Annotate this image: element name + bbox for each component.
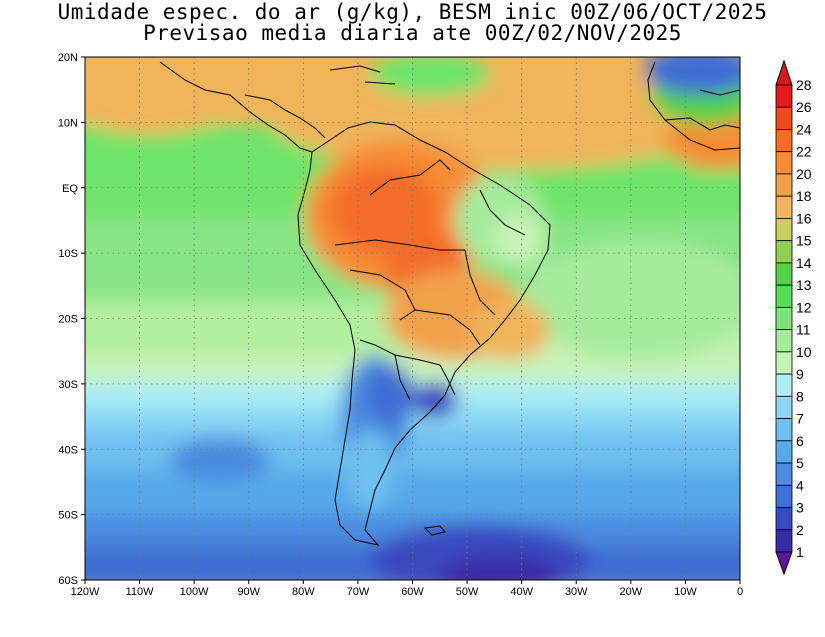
colorbar-label: 4 [796,477,804,493]
colorbar-swatch [775,529,793,553]
colorbar-label: 24 [796,121,812,137]
colorbar-swatch [775,507,793,531]
lon-tick-label: 70W [347,586,370,598]
colorbar-label: 1 [796,544,804,560]
colorbar-swatch [775,129,793,153]
colorbar-label: 8 [796,388,804,404]
lon-tick-label: 10W [674,586,697,598]
colorbar-swatch [775,418,793,442]
colorbar-label: 14 [796,255,812,271]
colorbar-swatch [775,195,793,219]
lat-tick-label: 30S [58,379,78,391]
chart-subtitle: Previsao media diaria ate 00Z/02/NOV/202… [143,21,682,45]
colorbar-min-arrow [775,551,793,576]
colorbar-swatch [775,373,793,397]
colorbar-label: 3 [796,500,804,516]
colorbar-swatch [775,484,793,508]
colorbar-swatch [775,440,793,464]
lon-tick-label: 100W [180,586,209,598]
colorbar-swatch [775,173,793,197]
lat-lon-grid [85,57,740,580]
colorbar-swatch [775,262,793,286]
colorbar-label: 22 [796,144,812,160]
colorbar-label: 11 [796,322,811,338]
colorbar-swatch [775,395,793,419]
lat-tick-label: 40S [58,444,78,456]
colorbar-swatch [775,284,793,308]
lat-tick-label: EQ [62,183,78,195]
colorbar-label: 28 [796,77,812,93]
colorbar-label: 12 [796,299,812,315]
coastlines [159,61,740,546]
lat-tick-label: 20S [58,314,78,326]
lat-tick-label: 60S [58,575,78,587]
colorbar-label: 7 [796,411,804,427]
lon-tick-label: 60W [401,586,424,598]
colorbar-swatch [775,151,793,175]
colorbar-label: 10 [796,344,812,360]
longitude-axis: 120W 110W 100W 90W 80W 70W 60W 50W 40W 30W 20W 10W 0 [71,580,743,598]
lon-tick-label: 120W [71,586,100,598]
colorbar-swatch [775,240,793,264]
lon-tick-label: 30W [565,586,588,598]
colorbar-label: 5 [796,455,804,471]
lon-tick-label: 80W [292,586,315,598]
lon-tick-label: 40W [510,586,533,598]
colorbar-label: 20 [796,166,812,182]
colorbar-swatch [775,106,793,130]
lat-tick-label: 20N [58,52,78,64]
colorbar-label: 26 [796,99,812,115]
lon-tick-label: 50W [456,586,479,598]
colorbar-swatch [775,329,793,353]
humidity-field [85,57,740,580]
colorbar-label: 13 [796,277,812,293]
lon-tick-label: 110W [126,586,155,598]
chart-title: Umidade espec. do ar (g/kg), BESM inic 0… [57,0,768,24]
colorbar-label: 16 [796,210,812,226]
title-block: Umidade espec. do ar (g/kg), BESM inic 0… [0,2,825,44]
colorbar-swatch [775,218,793,242]
lat-tick-label: 10S [58,248,78,260]
colorbar-swatch [775,84,793,108]
lon-tick-label: 0 [737,586,743,598]
colorbar-label: 6 [796,433,804,449]
colorbar-label: 9 [796,366,804,382]
colorbar-swatch [775,462,793,486]
lat-tick-label: 50S [58,510,78,522]
colorbar-label: 2 [796,522,804,538]
lat-tick-label: 10N [58,117,78,129]
colorbar-swatch [775,351,793,375]
latitude-axis: 20N 10N EQ 10S 20S 30S 40S 50S 60S [58,52,85,587]
colorbar-max-arrow [775,59,793,86]
lon-tick-label: 20W [620,586,643,598]
colorbar: 28 26 24 22 20 18 16 15 14 13 12 11 10 9 8 7 6 5 4 3 2 1 [775,59,812,576]
colorbar-label: 18 [796,188,812,204]
colorbar-label: 15 [796,233,812,249]
colorbar-swatch [775,306,793,331]
lon-tick-label: 90W [237,586,260,598]
